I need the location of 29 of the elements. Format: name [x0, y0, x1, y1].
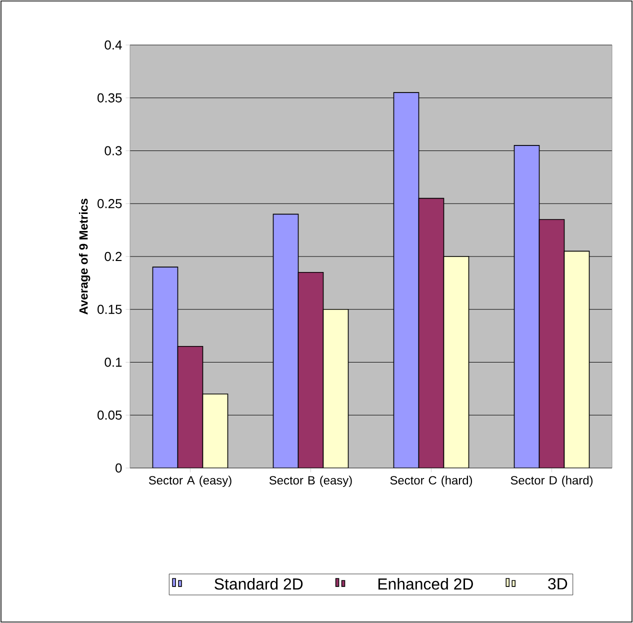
bar — [393, 92, 420, 468]
y-tick-label: 0.3 — [104, 146, 122, 156]
x-tick-label: Sector C (hard) — [390, 476, 472, 487]
y-axis-title: Average of 9 Metrics — [78, 198, 90, 314]
bar — [443, 256, 470, 468]
y-tick-label: 0.05 — [98, 410, 122, 420]
y-tick-label: 0 — [116, 463, 122, 473]
bar — [202, 394, 228, 468]
x-tick-label: Sector D (hard) — [510, 476, 593, 487]
x-tick-label: Sector B (easy) — [269, 476, 352, 487]
y-tick-label: 0.4 — [104, 40, 122, 50]
y-tick-label: 0.15 — [98, 304, 122, 314]
y-tick-label: 0.1 — [104, 358, 122, 367]
legend-label: Standard 2D — [214, 578, 303, 590]
legend-label: Enhanced 2D — [378, 578, 473, 590]
bar — [177, 346, 204, 468]
y-tick-label: 0.35 — [98, 93, 122, 102]
bar — [564, 250, 590, 468]
bar — [272, 214, 299, 468]
bar — [514, 145, 540, 468]
legend-label: 3D — [548, 578, 568, 590]
bar — [152, 266, 178, 468]
x-tick-label: Sector A (easy) — [148, 476, 232, 487]
y-tick-label: 0.2 — [104, 252, 122, 262]
bar — [418, 198, 444, 468]
bar — [538, 219, 565, 468]
y-tick-label: 0.25 — [98, 199, 122, 208]
bar — [298, 272, 324, 468]
bar — [322, 308, 349, 468]
